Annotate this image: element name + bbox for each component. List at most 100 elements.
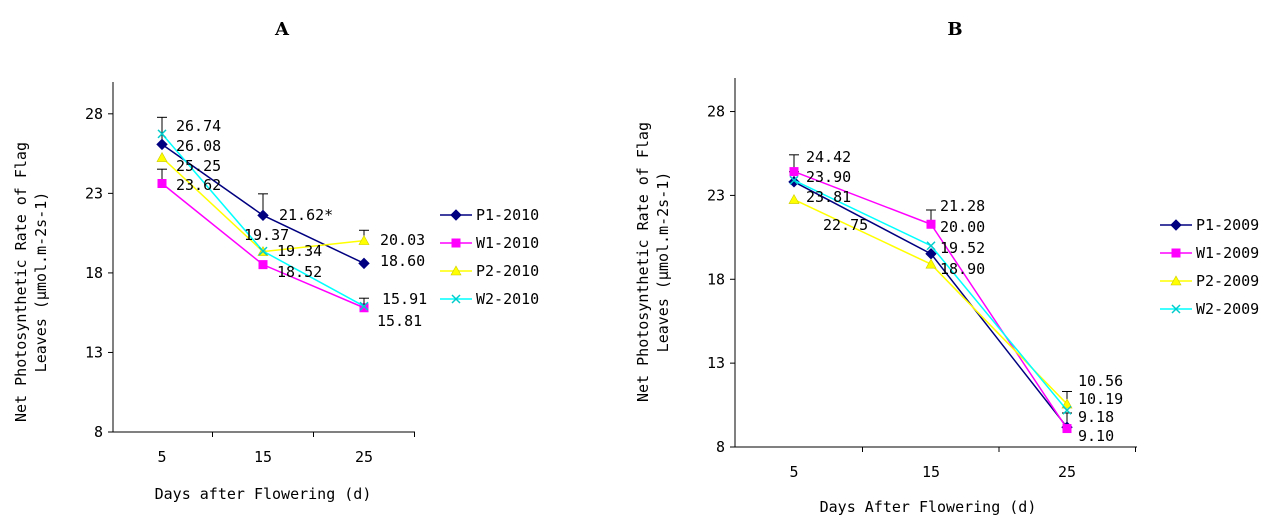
panel-b-legend-label: P2-2009 [1196, 272, 1259, 290]
panel-b-legend-item-P2-2009: P2-2009 [1160, 272, 1259, 290]
panel-a-y-tick-label: 18 [85, 264, 103, 282]
panel-a-data-label: 20.03 [380, 231, 425, 249]
panel-b-data-label: 19.52 [940, 239, 985, 257]
panel-b-xlabel: Days After Flowering (d) [820, 498, 1037, 516]
panel-b-y-tick-label: 13 [707, 354, 725, 372]
panel-a-legend-swatch-marker [451, 238, 461, 248]
panel-b-data-label: 24.42 [806, 148, 851, 166]
panel-a-title: A [274, 19, 290, 40]
panel-a-ylabel-line2: Leaves (μmol.m-2s-1) [32, 192, 50, 373]
panel-a-legend-swatch-marker [451, 294, 461, 304]
panel-b-point-P2-2009 [788, 193, 800, 204]
panel-a-data-label: 21.62* [279, 206, 333, 224]
panel-b-point-P2-2009 [1061, 398, 1073, 409]
panel-a-legend-label: P1-2010 [476, 206, 539, 224]
panel-b-legend-label: P1-2009 [1196, 216, 1259, 234]
panel-b-point-W2-2009 [1062, 405, 1072, 415]
panel-b-legend-item-W2-2009: W2-2009 [1160, 300, 1259, 318]
panel-a-legend-item-P1-2010: P1-2010 [440, 206, 539, 224]
panel-a-data-label: 15.91 [382, 290, 427, 308]
panel-a-point-P1-2010 [156, 138, 168, 151]
panel-a-x-tick-label: 5 [157, 448, 166, 466]
panel-a-x-tick-label: 25 [355, 448, 373, 466]
panel-b-legend-swatch-marker-stroke-2 [1171, 304, 1181, 314]
panel-a-point-W1-2010 [157, 179, 167, 188]
panel-b-data-label: 23.90 [806, 168, 851, 186]
panel-a-x-tick-label: 15 [254, 448, 272, 466]
panel-b-x-tick-label: 5 [789, 463, 798, 481]
panel-a-ylabel: Net Photosynthetic Rate of Flag Leaves (… [12, 142, 50, 422]
panel-a-legend-swatch-marker [450, 209, 462, 221]
panel-a-data-label: 26.74 [176, 117, 221, 135]
panel-a-point-W2-2010 [359, 301, 369, 311]
panel-a-point-W2-2010-stroke-2 [359, 301, 369, 311]
panel-b-data-label: 20.00 [940, 218, 985, 236]
panel-a-legend-item-W1-2010: W1-2010 [440, 234, 539, 252]
panel-b-data-label: 21.28 [940, 197, 985, 215]
panel-a-data-label: 23.62 [176, 176, 221, 194]
panel-b-data-label: 10.56 [1078, 372, 1123, 390]
panel-b-ylabel: Net Photosynthetic Rate of Flag Leaves (… [634, 122, 672, 402]
panel-b-legend-swatch-marker [1171, 248, 1181, 258]
panel-a-point-P2-2010 [358, 234, 370, 245]
panel-b-point-P1-2009 [788, 176, 800, 188]
panel-b-data-label: 22.75 [823, 216, 868, 234]
panel-b-point-W2-2009 [789, 175, 799, 185]
panel-b-x-tick-label: 15 [922, 463, 940, 481]
panel-b-series-W1-2009 [789, 154, 1072, 434]
panel-a-data-label: 18.52 [277, 263, 322, 281]
panel-b-data-label: 9.18 [1078, 408, 1114, 426]
panel-a-point-P2-2010 [156, 151, 168, 162]
panel-b-point-W2-2009 [926, 241, 936, 251]
panel-b-series-W2-2009 [789, 175, 1072, 415]
panel-a-legend-label: W2-2010 [476, 290, 539, 308]
panel-b-legend-swatch-marker [1170, 275, 1182, 286]
panel-a-point-P1-2010 [358, 257, 370, 270]
panel-b-point-W1-2009 [926, 219, 936, 229]
panel-a-y-tick-label: 13 [85, 343, 103, 361]
panel-b-point-W1-2009 [789, 167, 799, 177]
panel-a-point-W2-2010-stroke-2 [258, 246, 268, 256]
panel-a-ylabel-line1: Net Photosynthetic Rate of Flag [12, 142, 30, 422]
panel-a-point-P1-2010 [257, 209, 269, 222]
panel-b-legend-item-P1-2009: P1-2009 [1160, 216, 1259, 234]
panel-a-data-label: 19.37 [244, 226, 289, 244]
panel-b-data-label: 23.81 [806, 188, 851, 206]
panel-a-legend-label: W1-2010 [476, 234, 539, 252]
panel-b-y-tick-label: 28 [707, 103, 725, 121]
panel-b-data-label: 9.10 [1078, 427, 1114, 445]
panel-b-legend-label: W2-2009 [1196, 300, 1259, 318]
panel-b-legend-label: W1-2009 [1196, 244, 1259, 262]
panel-b-point-W1-2009 [1062, 424, 1072, 434]
panel-a-point-W2-2010 [258, 246, 268, 256]
panel-a-legend-label: P2-2010 [476, 262, 539, 280]
panel-b-point-W2-2009-stroke-2 [926, 241, 936, 251]
panel-a-data-label: 18.60 [380, 252, 425, 270]
panel-b-legend-item-W1-2009: W1-2009 [1160, 244, 1259, 262]
panel-b-legend-swatch-marker [1170, 219, 1182, 231]
panel-a-series-P1-2010 [156, 116, 370, 270]
panel-a-y-tick-label: 23 [85, 184, 103, 202]
panel-b-y-tick-label: 23 [707, 186, 725, 204]
panel-b-y-tick-label: 8 [716, 438, 725, 456]
panel-a-point-W1-2010 [258, 260, 268, 270]
panel-a-y-tick-label: 28 [85, 105, 103, 123]
panel-b-data-label: 10.19 [1078, 390, 1123, 408]
panel-b-point-W2-2009-stroke-2 [1062, 405, 1072, 415]
panel-b: B Net Photosynthetic Rate of Flag Leaves… [634, 19, 1259, 516]
panel-a-legend-swatch-marker-stroke-2 [451, 294, 461, 304]
panel-a-point-W2-2010-stroke-2 [157, 129, 167, 139]
panel-a-data-label: 15.81 [377, 312, 422, 330]
panel-b-point-P2-2009 [925, 258, 937, 269]
panel-a-series-W2-2010 [157, 129, 369, 311]
panel-a-legend-item-P2-2010: P2-2010 [440, 262, 539, 280]
panel-a-data-label: 25.25 [176, 157, 221, 175]
panel-b-x-tick-label: 25 [1058, 463, 1076, 481]
panel-a-legend-item-W2-2010: W2-2010 [440, 290, 539, 308]
panel-a-xlabel: Days after Flowering (d) [155, 485, 372, 503]
panel-a-data-label: 19.34 [277, 242, 322, 260]
panel-a: A Net Photosynthetic Rate of Flag Leaves… [12, 19, 539, 503]
panel-b-title: B [947, 19, 962, 40]
panel-b-point-W2-2009-stroke-2 [789, 175, 799, 185]
